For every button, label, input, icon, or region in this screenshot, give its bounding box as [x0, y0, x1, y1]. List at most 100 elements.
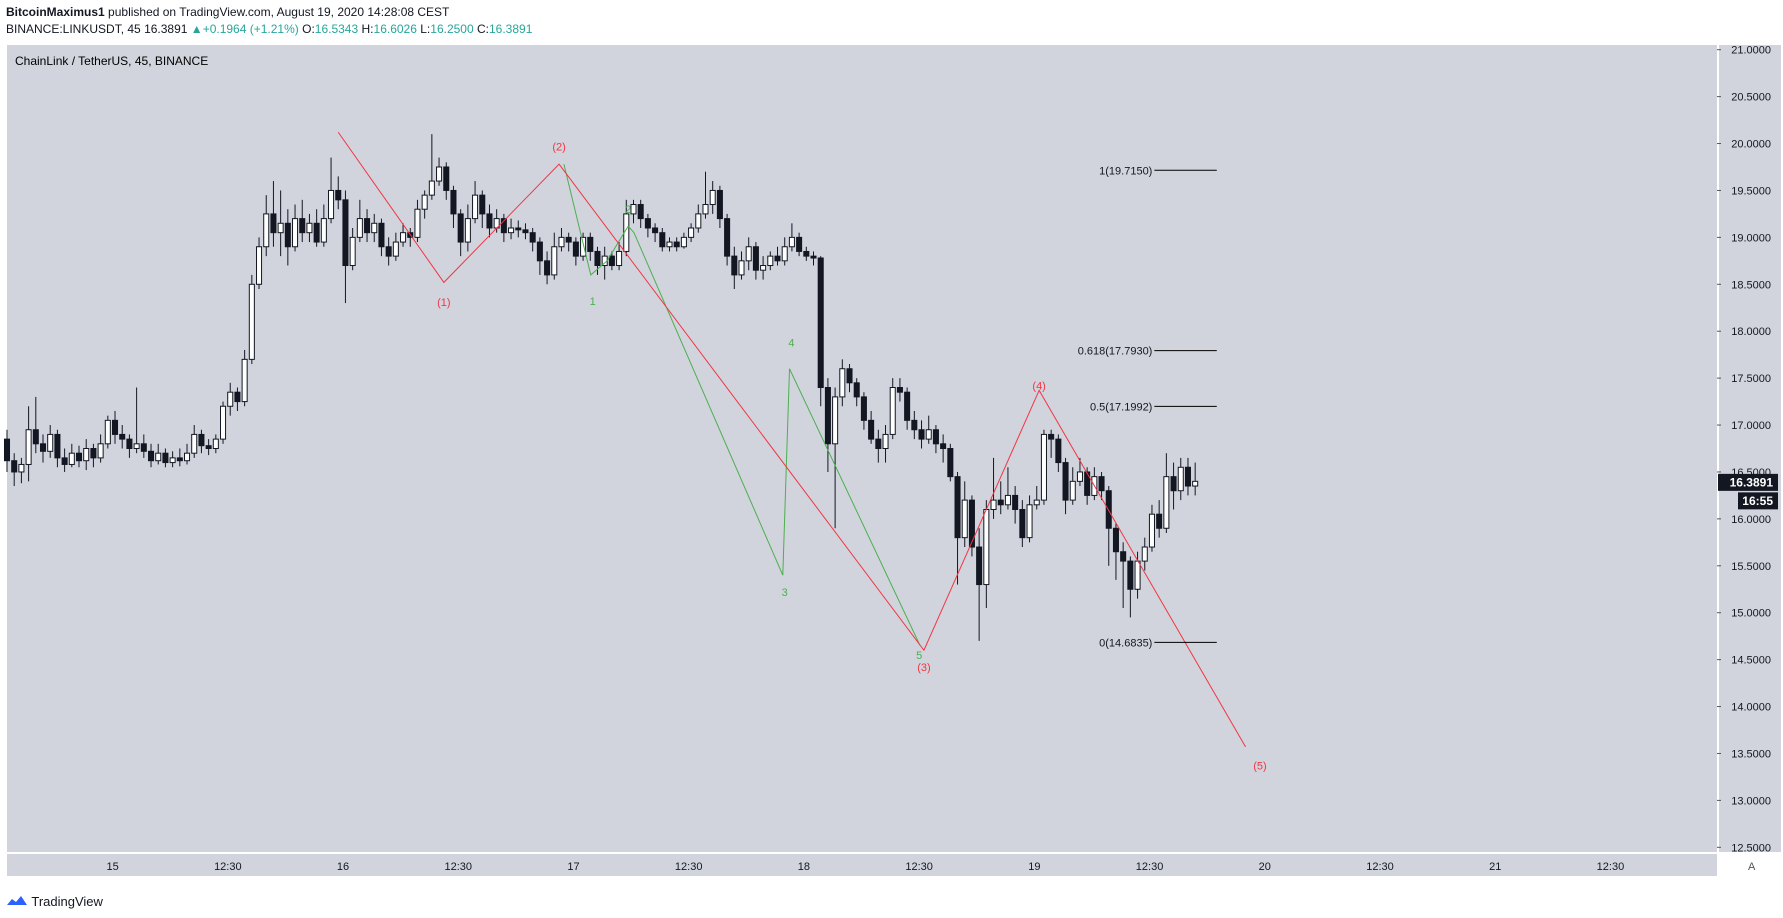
candle-body — [111, 419, 119, 435]
candle-body — [587, 236, 594, 252]
candle-body — [1062, 462, 1069, 501]
candle-body — [832, 396, 839, 445]
tradingview-brand: TradingView — [31, 894, 103, 909]
symbol: BINANCE:LINKUSDT, 45 — [6, 22, 141, 36]
candle-body — [508, 227, 515, 234]
candle-body — [464, 218, 471, 243]
candle-body — [25, 429, 32, 465]
wave-label: (4) — [1032, 381, 1045, 393]
candle-body — [954, 476, 961, 539]
candle-body — [522, 229, 529, 234]
publish-text: published on TradingView.com, August 19,… — [108, 5, 450, 19]
candle-body — [1069, 480, 1076, 501]
candle-body — [796, 236, 803, 252]
candle-body — [659, 232, 666, 248]
candle-body — [1141, 546, 1148, 562]
candle-body — [644, 218, 651, 229]
candle-body — [155, 452, 162, 462]
candle-body — [162, 452, 169, 464]
autoscale-button[interactable]: A — [1748, 861, 1756, 873]
candle-body — [781, 246, 788, 262]
high-value: 16.6026 — [373, 22, 417, 36]
candle-body — [673, 241, 680, 248]
candle-body — [263, 213, 270, 248]
candle-body — [1156, 513, 1163, 529]
price-tick-label: 16.0000 — [1731, 514, 1771, 526]
candle-body — [147, 450, 155, 462]
candle-body — [594, 250, 601, 267]
price-tick-label: 17.5000 — [1731, 373, 1771, 385]
candle-body — [450, 189, 457, 215]
candle-body — [277, 222, 284, 234]
candle-body — [364, 218, 371, 234]
high-label: H: — [361, 22, 374, 36]
candle-body — [392, 241, 399, 257]
candle-body — [75, 452, 83, 462]
candle-body — [616, 250, 623, 267]
candle-body — [1163, 476, 1170, 529]
candle-body — [1112, 527, 1119, 553]
candle-body — [536, 241, 543, 262]
time-tick-label: 18 — [798, 861, 810, 873]
wave-label: 1 — [590, 296, 596, 308]
candle-body — [205, 445, 212, 449]
candle-body — [292, 218, 299, 248]
candle-body — [515, 227, 522, 231]
candle-body — [774, 255, 781, 262]
candle-body — [688, 227, 695, 238]
candle-body — [1127, 560, 1134, 590]
time-scale-background[interactable] — [7, 854, 1717, 876]
candle-body — [1170, 476, 1177, 492]
chart-pane-background[interactable] — [7, 45, 1717, 852]
time-tick-label: 19 — [1028, 861, 1040, 873]
candle-body — [817, 257, 824, 389]
wave-label: 2 — [625, 204, 631, 216]
wave-label: 4 — [788, 337, 794, 349]
up-arrow-icon: ▲ — [190, 22, 203, 36]
candle-body — [248, 283, 255, 360]
candle-body — [889, 387, 896, 435]
candle-body — [371, 222, 378, 234]
fib-level-label: 0.5(17.1992) — [1090, 401, 1152, 413]
candle-body — [846, 368, 853, 384]
candle-body — [1148, 513, 1155, 548]
candle-body — [443, 166, 450, 191]
candle-body — [810, 255, 817, 259]
candle-body — [457, 213, 464, 243]
candle-body — [1004, 494, 1011, 506]
price-tick-label: 17.0000 — [1731, 420, 1771, 432]
candle-body — [738, 260, 745, 276]
price-tick-label: 15.0000 — [1731, 608, 1771, 620]
candle-body — [716, 189, 723, 220]
time-tick-label: 16 — [337, 861, 349, 873]
wave-label: (2) — [552, 141, 565, 153]
candle-body — [1084, 471, 1091, 496]
candle-body — [853, 382, 860, 398]
candle-body — [925, 429, 932, 440]
candle-body — [378, 222, 385, 248]
candle-body — [234, 391, 241, 403]
close-label: C: — [477, 22, 489, 36]
time-tick-label: 21 — [1489, 861, 1501, 873]
fib-level-label: 0(14.6835) — [1099, 637, 1152, 649]
tradingview-cloud-icon — [7, 896, 27, 905]
candle-body — [1033, 499, 1040, 506]
candle-body — [760, 265, 767, 271]
price-tick-label: 12.5000 — [1731, 842, 1771, 854]
candle-body — [133, 443, 140, 449]
candle-body — [198, 433, 205, 447]
candle-body — [824, 387, 831, 445]
price-scale-background[interactable] — [1719, 45, 1781, 852]
candle-body — [1105, 490, 1112, 529]
candle-body — [1012, 494, 1019, 510]
candle-body — [1098, 476, 1105, 492]
candle-body — [1120, 551, 1127, 562]
candle-body — [896, 387, 903, 393]
candle-body — [270, 213, 277, 234]
candle-body — [752, 246, 759, 271]
candle-body — [875, 438, 882, 449]
candle-body — [320, 218, 327, 243]
candle-body — [918, 429, 925, 440]
price-tick-label: 19.0000 — [1731, 232, 1771, 244]
